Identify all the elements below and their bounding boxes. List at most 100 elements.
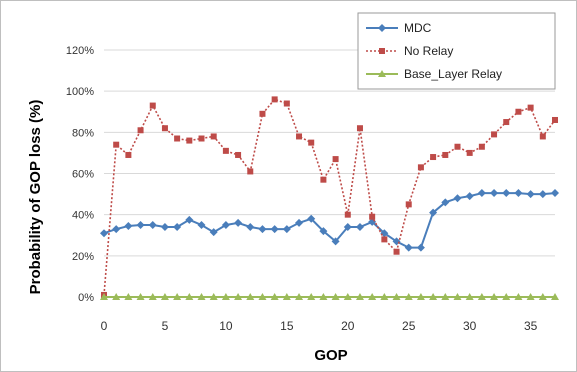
data-point-mdc xyxy=(295,218,304,227)
data-point-base-layer-relay xyxy=(502,293,511,300)
data-point-base-layer-relay xyxy=(100,293,108,300)
data-point-mdc xyxy=(477,189,486,198)
data-point-base-layer-relay xyxy=(246,293,255,300)
data-point-base-layer-relay xyxy=(429,293,438,300)
data-point-base-layer-relay xyxy=(514,293,523,300)
series-base-layer-relay xyxy=(100,293,559,300)
data-point-mdc xyxy=(429,208,438,217)
data-point-no-relay xyxy=(356,125,363,132)
data-point-no-relay xyxy=(210,133,217,140)
data-point-mdc xyxy=(514,189,523,198)
data-point-base-layer-relay xyxy=(441,293,450,300)
data-point-no-relay xyxy=(235,151,242,158)
x-tick-label: 0 xyxy=(101,319,108,333)
data-point-no-relay xyxy=(417,164,424,171)
data-point-base-layer-relay xyxy=(197,293,206,300)
data-point-base-layer-relay xyxy=(136,293,145,300)
data-point-no-relay xyxy=(308,139,315,146)
legend: MDC No Relay Base_Layer Relay xyxy=(357,12,556,90)
series-layer xyxy=(100,96,559,300)
data-point-no-relay xyxy=(125,151,132,158)
data-point-no-relay xyxy=(186,137,193,144)
data-point-no-relay xyxy=(503,119,510,126)
data-point-base-layer-relay xyxy=(173,293,182,300)
data-point-base-layer-relay xyxy=(343,293,352,300)
data-point-base-layer-relay xyxy=(404,293,413,300)
legend-marker xyxy=(379,48,385,54)
data-point-mdc xyxy=(355,223,364,232)
data-point-mdc xyxy=(160,223,169,232)
data-point-mdc xyxy=(100,229,108,238)
data-point-mdc xyxy=(502,189,511,198)
data-point-mdc xyxy=(551,189,559,198)
data-point-base-layer-relay xyxy=(490,293,499,300)
data-point-base-layer-relay xyxy=(307,293,316,300)
y-tick-label: 100% xyxy=(66,86,94,98)
x-tick-label: 5 xyxy=(162,319,169,333)
data-point-no-relay xyxy=(283,100,290,107)
data-point-no-relay xyxy=(198,135,205,142)
y-tick-label: 0% xyxy=(78,292,94,304)
data-point-base-layer-relay xyxy=(319,293,328,300)
data-point-base-layer-relay xyxy=(112,293,121,300)
legend-label: MDC xyxy=(404,21,432,35)
x-tick-label: 35 xyxy=(524,319,538,333)
x-tick-label: 20 xyxy=(341,319,355,333)
data-point-no-relay xyxy=(113,141,120,148)
data-point-mdc xyxy=(490,189,499,198)
data-point-mdc xyxy=(307,214,316,223)
data-point-mdc xyxy=(453,194,462,203)
data-point-base-layer-relay xyxy=(416,293,425,300)
data-point-no-relay xyxy=(369,213,376,220)
data-point-no-relay xyxy=(161,125,168,132)
data-point-mdc xyxy=(185,215,194,224)
y-tick-label: 20% xyxy=(72,251,94,263)
x-axis-title: GOP xyxy=(314,347,347,364)
data-point-no-relay xyxy=(539,133,546,140)
data-point-no-relay xyxy=(149,102,156,109)
data-point-mdc xyxy=(148,220,157,229)
data-point-no-relay xyxy=(381,236,388,243)
data-point-base-layer-relay xyxy=(465,293,474,300)
data-point-base-layer-relay xyxy=(148,293,157,300)
legend-label: No Relay xyxy=(404,44,453,58)
data-point-mdc xyxy=(173,223,182,232)
data-point-mdc xyxy=(209,228,218,237)
data-point-base-layer-relay xyxy=(551,293,559,300)
data-point-base-layer-relay xyxy=(331,293,340,300)
data-point-no-relay xyxy=(442,151,449,158)
data-point-no-relay xyxy=(320,176,327,183)
data-point-no-relay xyxy=(174,135,181,142)
data-point-no-relay xyxy=(247,168,254,175)
data-point-base-layer-relay xyxy=(185,293,194,300)
series-mdc xyxy=(100,189,559,252)
data-point-no-relay xyxy=(478,143,485,150)
x-tick-label: 10 xyxy=(219,319,233,333)
data-point-no-relay xyxy=(344,211,351,218)
data-point-mdc xyxy=(124,221,133,230)
legend-item-base-layer-relay: Base_Layer Relay xyxy=(366,67,502,81)
data-point-no-relay xyxy=(137,127,144,134)
legend-marker xyxy=(378,70,386,77)
series-no-relay xyxy=(101,96,558,298)
data-point-mdc xyxy=(538,190,547,199)
data-point-no-relay xyxy=(466,149,473,156)
data-point-mdc xyxy=(234,218,243,227)
data-point-mdc xyxy=(331,237,340,246)
x-tick-label: 25 xyxy=(402,319,416,333)
data-point-base-layer-relay xyxy=(526,293,535,300)
data-point-no-relay xyxy=(527,104,534,111)
data-point-base-layer-relay xyxy=(124,293,133,300)
data-point-no-relay xyxy=(405,201,412,208)
legend-item-mdc: MDC xyxy=(366,21,432,35)
data-point-base-layer-relay xyxy=(282,293,291,300)
y-axis-title: Probability of GOP loss (%) xyxy=(27,100,44,295)
data-point-no-relay xyxy=(259,110,266,117)
data-point-no-relay xyxy=(332,156,339,163)
data-point-no-relay xyxy=(515,108,522,115)
data-point-mdc xyxy=(526,190,535,199)
data-point-no-relay xyxy=(491,131,498,138)
data-point-mdc xyxy=(221,220,230,229)
legend-label: Base_Layer Relay xyxy=(404,67,502,81)
